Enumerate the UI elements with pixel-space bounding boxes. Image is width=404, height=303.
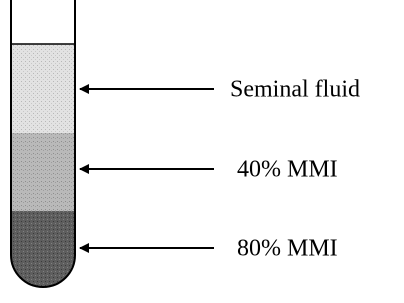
page: {"layers": [ {"label": "Seminal fluid"},… [0,0,404,303]
diagram: Seminal fluid 40% MMI 80% MMI [0,0,404,303]
layer-40-mmi [0,133,90,211]
layer-label: 40% MMI [237,157,338,183]
layer-label: Seminal fluid [230,77,360,103]
layer-seminal-fluid [0,44,90,133]
tube-contents [0,44,90,301]
layer-label: 80% MMI [237,236,338,262]
